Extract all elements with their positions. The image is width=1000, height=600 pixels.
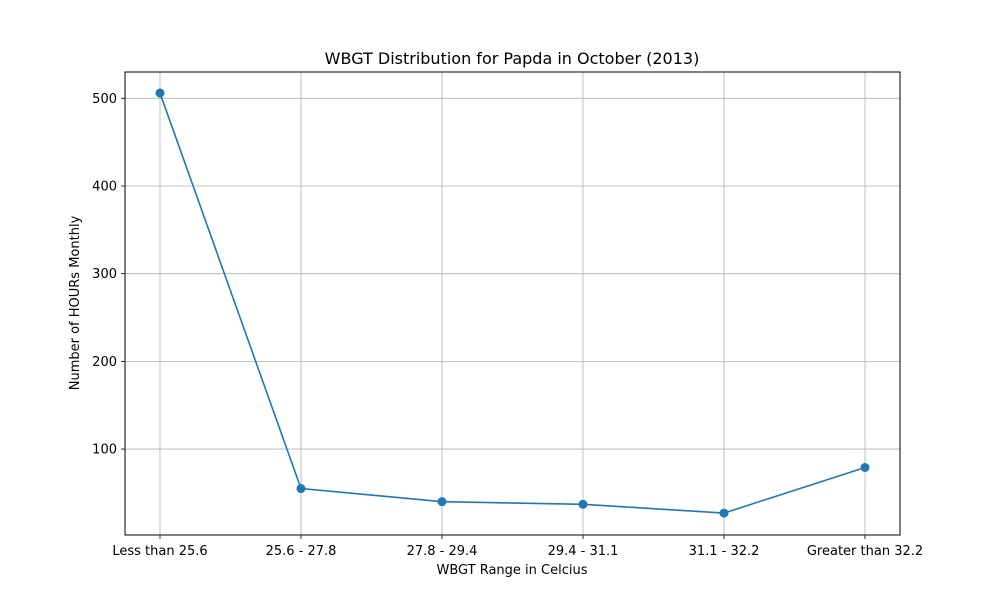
- data-point: [578, 499, 588, 509]
- x-axis-label: WBGT Range in Celcius: [436, 563, 587, 578]
- plot-frame: [124, 71, 901, 536]
- data-point: [437, 497, 447, 507]
- y-tick-label: 100: [92, 443, 117, 458]
- y-tick-label: 300: [92, 267, 117, 282]
- data-point: [719, 508, 729, 518]
- x-tick-label: Greater than 32.2: [807, 544, 923, 559]
- data-point: [860, 462, 870, 472]
- x-axis: Less than 25.6 25.6 - 27.8 27.8 - 29.4 29.4…: [112, 535, 923, 559]
- x-tick-label: 27.8 - 29.4: [407, 544, 478, 559]
- x-tick-label: 29.4 - 31.1: [548, 544, 619, 559]
- series-line: [159, 92, 866, 514]
- y-axis: 100 200 300 400 500: [92, 92, 125, 458]
- y-tick-label: 400: [92, 179, 117, 194]
- grid: [125, 72, 900, 535]
- x-tick-label: Less than 25.6: [112, 544, 207, 559]
- x-tick-label: 25.6 - 27.8: [266, 544, 337, 559]
- x-tick-label: 31.1 - 32.2: [689, 544, 760, 559]
- data-point: [296, 484, 306, 494]
- data-point: [155, 88, 165, 98]
- y-tick-label: 500: [92, 92, 117, 107]
- series-layer: [155, 88, 870, 518]
- chart-title: WBGT Distribution for Papda in October (…: [325, 49, 700, 68]
- y-tick-label: 200: [92, 355, 117, 370]
- y-axis-label: Number of HOURs Monthly: [68, 215, 83, 390]
